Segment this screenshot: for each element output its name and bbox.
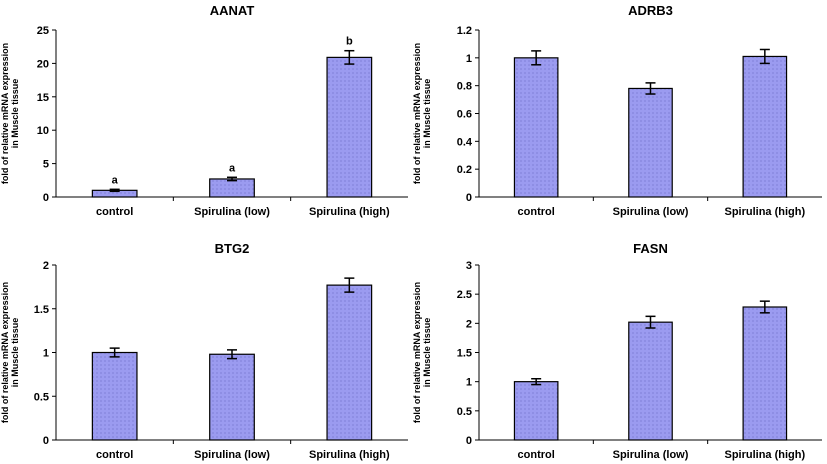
y-tick-label: 10 xyxy=(37,125,49,137)
y-tick-label: 2.5 xyxy=(457,289,472,301)
bar xyxy=(91,351,138,441)
y-tick-label: 0.2 xyxy=(457,164,472,176)
y-tick-label: 0.5 xyxy=(34,391,49,403)
chart-svg: BTG2 fold of relative mRNA expression in M… xyxy=(0,241,408,461)
y-tick-label: 1 xyxy=(43,348,49,360)
significance-label: a xyxy=(112,174,119,186)
y-axis-label: in Muscle tissue xyxy=(10,318,20,388)
bar xyxy=(742,306,788,441)
y-tick-label: 1.5 xyxy=(457,348,472,360)
bar xyxy=(326,284,373,441)
y-axis-label: fold of relative mRNA expression xyxy=(412,43,422,184)
chart-title: AANAT xyxy=(210,3,255,18)
x-tick-label: Spirulina (high) xyxy=(309,449,390,461)
bar xyxy=(513,381,559,441)
y-axis-label: fold of relative mRNA expression xyxy=(412,282,422,423)
y-axis-label: fold of relative mRNA expression xyxy=(0,43,10,184)
y-tick-label: 1 xyxy=(466,53,472,65)
x-tick-label: Spirulina (low) xyxy=(194,449,270,461)
x-tick-label: Spirulina (high) xyxy=(309,206,390,218)
significance-label: a xyxy=(229,162,236,174)
chart-title: FASN xyxy=(633,241,668,256)
bar xyxy=(209,353,255,441)
y-tick-label: 25 xyxy=(37,25,49,37)
x-tick-label: Spirulina (low) xyxy=(613,449,689,461)
y-tick-label: 0.6 xyxy=(457,109,472,121)
y-tick-label: 0 xyxy=(43,192,49,204)
y-tick-label: 1.5 xyxy=(34,304,49,316)
chart-title: ADRB3 xyxy=(628,3,673,18)
x-tick-label: control xyxy=(96,449,133,461)
bar xyxy=(513,57,559,198)
y-tick-label: 0.8 xyxy=(457,81,472,93)
x-tick-label: control xyxy=(518,449,555,461)
y-tick-label: 3 xyxy=(466,260,472,272)
chart-svg: AANAT fold of relative mRNA expression in … xyxy=(0,3,408,218)
y-tick-label: 0 xyxy=(43,435,49,447)
y-axis-label: in Muscle tissue xyxy=(10,79,20,149)
significance-label: b xyxy=(346,36,353,48)
y-tick-label: 0.5 xyxy=(457,406,472,418)
bar xyxy=(628,321,673,441)
bar xyxy=(628,87,673,198)
x-tick-label: Spirulina (low) xyxy=(194,206,270,218)
y-tick-label: 1 xyxy=(466,377,472,389)
chart-svg: ADRB3 fold of relative mRNA expression in … xyxy=(412,3,822,218)
y-tick-label: 0 xyxy=(466,192,472,204)
chart-svg: FASN fold of relative mRNA expression in M… xyxy=(412,241,822,461)
y-tick-label: 0 xyxy=(466,435,472,447)
x-tick-label: control xyxy=(518,206,555,218)
y-axis-label: in Muscle tissue xyxy=(422,79,432,149)
x-tick-label: control xyxy=(96,206,133,218)
bar xyxy=(326,56,373,198)
bar xyxy=(209,178,255,198)
chart-fasn: FASN fold of relative mRNA expression in M… xyxy=(412,240,825,464)
chart-adrb3: ADRB3 fold of relative mRNA expression in … xyxy=(412,0,825,225)
y-tick-label: 5 xyxy=(43,159,49,171)
y-tick-label: 0.4 xyxy=(457,136,473,148)
y-axis-label: fold of relative mRNA expression xyxy=(0,282,10,423)
y-tick-label: 20 xyxy=(37,58,49,70)
y-tick-label: 15 xyxy=(37,92,49,104)
x-tick-label: Spirulina (high) xyxy=(724,206,805,218)
bar xyxy=(742,55,788,198)
chart-title: BTG2 xyxy=(215,241,250,256)
chart-btg2: BTG2 fold of relative mRNA expression in M… xyxy=(0,240,410,464)
x-tick-label: Spirulina (high) xyxy=(724,449,805,461)
y-tick-label: 2 xyxy=(466,318,472,330)
chart-aanat: AANAT fold of relative mRNA expression in … xyxy=(0,0,410,225)
y-tick-label: 2 xyxy=(43,260,49,272)
y-axis-label: in Muscle tissue xyxy=(422,318,432,388)
x-tick-label: Spirulina (low) xyxy=(613,206,689,218)
y-tick-label: 1.2 xyxy=(457,25,472,37)
